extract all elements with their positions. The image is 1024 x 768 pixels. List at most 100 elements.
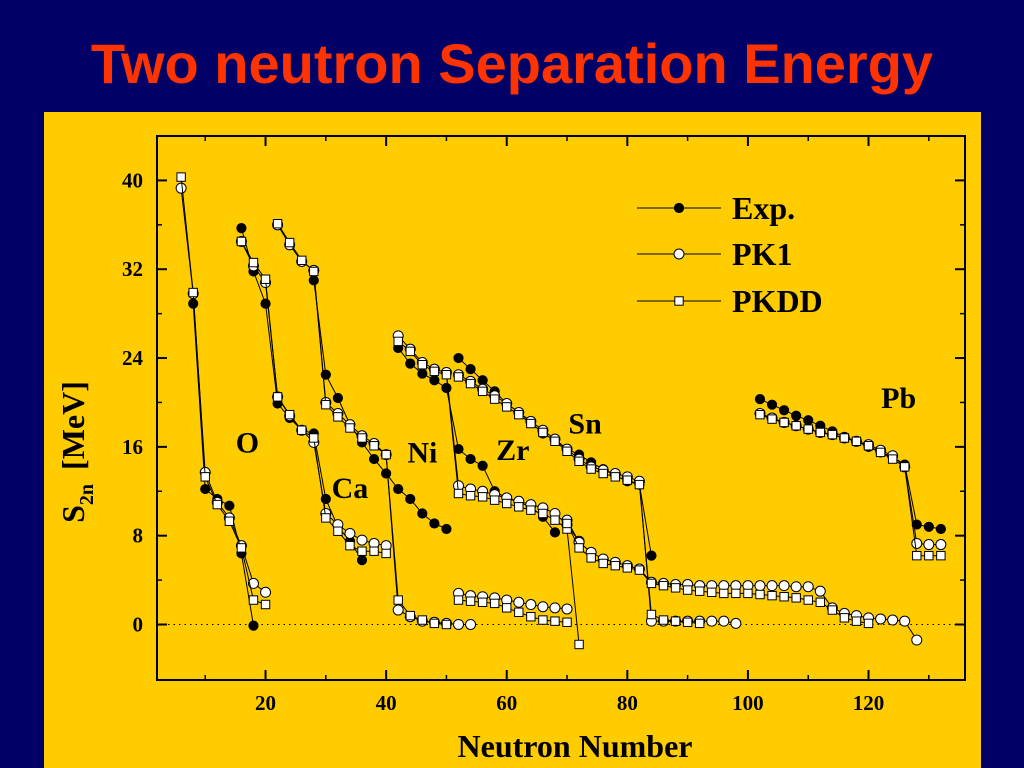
pkdd-point bbox=[670, 583, 681, 593]
pkdd-point bbox=[574, 639, 584, 650]
legend-item: PK1 bbox=[637, 236, 792, 272]
series-line bbox=[759, 413, 941, 546]
pkdd-point bbox=[465, 491, 476, 501]
pkdd-point bbox=[453, 372, 464, 382]
legend-item: PKDD bbox=[637, 283, 823, 319]
pkdd-point bbox=[453, 488, 464, 499]
pkdd-point bbox=[357, 546, 367, 556]
pkdd-point bbox=[755, 589, 765, 600]
pkdd-point bbox=[550, 436, 560, 447]
legend: Exp. PK1 PKDD bbox=[637, 190, 823, 319]
pkdd-point bbox=[851, 436, 862, 447]
pkdd-point bbox=[622, 475, 633, 485]
exp-point bbox=[453, 352, 464, 364]
exp-point bbox=[465, 453, 476, 465]
pkdd-point bbox=[284, 409, 295, 420]
series-line bbox=[277, 224, 471, 625]
pkdd-point bbox=[236, 543, 247, 553]
pkdd-point bbox=[815, 427, 825, 438]
pkdd-point bbox=[441, 369, 452, 380]
pkdd-point bbox=[694, 618, 705, 629]
pkdd-point bbox=[550, 616, 560, 626]
pkdd-point bbox=[309, 266, 319, 277]
legend-label: Exp. bbox=[732, 190, 795, 226]
pk1-point bbox=[778, 580, 790, 592]
pkdd-point bbox=[550, 515, 560, 525]
exp-point bbox=[791, 410, 802, 421]
pkdd-point bbox=[586, 464, 596, 474]
pkdd-point bbox=[417, 615, 428, 625]
pkdd-point bbox=[863, 441, 874, 451]
pkdd-point bbox=[670, 616, 681, 626]
y-tick-label: 32 bbox=[122, 257, 143, 281]
plot-frame bbox=[156, 135, 966, 681]
exp-point bbox=[417, 368, 428, 379]
pkdd-point bbox=[224, 516, 235, 526]
pk1-point bbox=[766, 580, 778, 592]
pkdd-point bbox=[284, 237, 295, 248]
pkdd-point bbox=[405, 346, 415, 357]
pkdd-point bbox=[586, 553, 596, 563]
exp-point bbox=[754, 394, 766, 405]
pk1-point bbox=[718, 615, 730, 627]
series-group bbox=[175, 172, 947, 650]
pkdd-point bbox=[658, 580, 669, 591]
pkdd-point bbox=[526, 418, 536, 429]
pkdd-point bbox=[502, 402, 512, 412]
pk1-point bbox=[452, 618, 464, 630]
legend-label: PKDD bbox=[732, 283, 823, 319]
pkdd-point bbox=[634, 479, 645, 490]
exp-point bbox=[381, 468, 392, 479]
exp-point bbox=[429, 518, 440, 529]
pkdd-point bbox=[851, 616, 862, 626]
series-line bbox=[180, 177, 266, 605]
exp-point bbox=[935, 523, 946, 535]
y-axis-title-unit: [MeV] bbox=[55, 381, 91, 470]
exp-point bbox=[465, 364, 476, 375]
pkdd-point bbox=[887, 454, 898, 464]
series-line bbox=[192, 303, 254, 626]
pkdd-point bbox=[465, 378, 476, 389]
series-line bbox=[458, 599, 568, 623]
pk1-point bbox=[465, 618, 477, 630]
exp-point bbox=[646, 550, 657, 561]
y-tick-label: 40 bbox=[122, 168, 143, 192]
pkdd-point bbox=[719, 588, 729, 599]
element-label: Pb bbox=[881, 382, 916, 415]
pk1-point bbox=[537, 601, 549, 613]
pkdd-point bbox=[502, 603, 512, 613]
legend-marker bbox=[674, 296, 684, 306]
pkdd-point bbox=[562, 518, 572, 529]
pkdd-point bbox=[321, 399, 331, 410]
y-axis-title: S2n [MeV] bbox=[55, 381, 98, 523]
exp-point bbox=[332, 392, 343, 404]
x-tick-label: 120 bbox=[853, 691, 885, 715]
annotations: O Ca Ni Zr Sn Pb bbox=[236, 382, 916, 505]
exp-point bbox=[393, 483, 404, 495]
exp-point bbox=[417, 508, 428, 519]
y-tick-label: 24 bbox=[122, 346, 144, 370]
pkdd-point bbox=[526, 505, 536, 515]
pkdd-point bbox=[514, 502, 524, 512]
exp-point bbox=[248, 620, 259, 631]
exp-point bbox=[405, 493, 416, 505]
chart-panel: 20 40 60 80 100 120 0 8 16 24 32 40 O Ca Ni Zr Sn Pb Ex… bbox=[44, 112, 981, 768]
pkdd-point bbox=[236, 236, 247, 247]
pkdd-point bbox=[779, 417, 789, 428]
y-tick-label: 16 bbox=[122, 435, 143, 459]
pkdd-point bbox=[731, 588, 741, 599]
exp-point bbox=[923, 521, 934, 532]
pkdd-point bbox=[779, 592, 789, 602]
pkdd-point bbox=[598, 468, 608, 479]
pkdd-point bbox=[827, 605, 838, 615]
pk1-point bbox=[887, 614, 899, 626]
y-axis-title-main: S bbox=[55, 505, 91, 523]
pkdd-point bbox=[417, 360, 428, 370]
pkdd-point bbox=[333, 526, 343, 536]
series-line bbox=[240, 241, 387, 554]
pkdd-point bbox=[815, 597, 825, 607]
pkdd-point bbox=[248, 595, 259, 605]
pkdd-point bbox=[863, 618, 874, 629]
pkdd-point bbox=[489, 598, 500, 609]
pkdd-point bbox=[827, 429, 838, 440]
